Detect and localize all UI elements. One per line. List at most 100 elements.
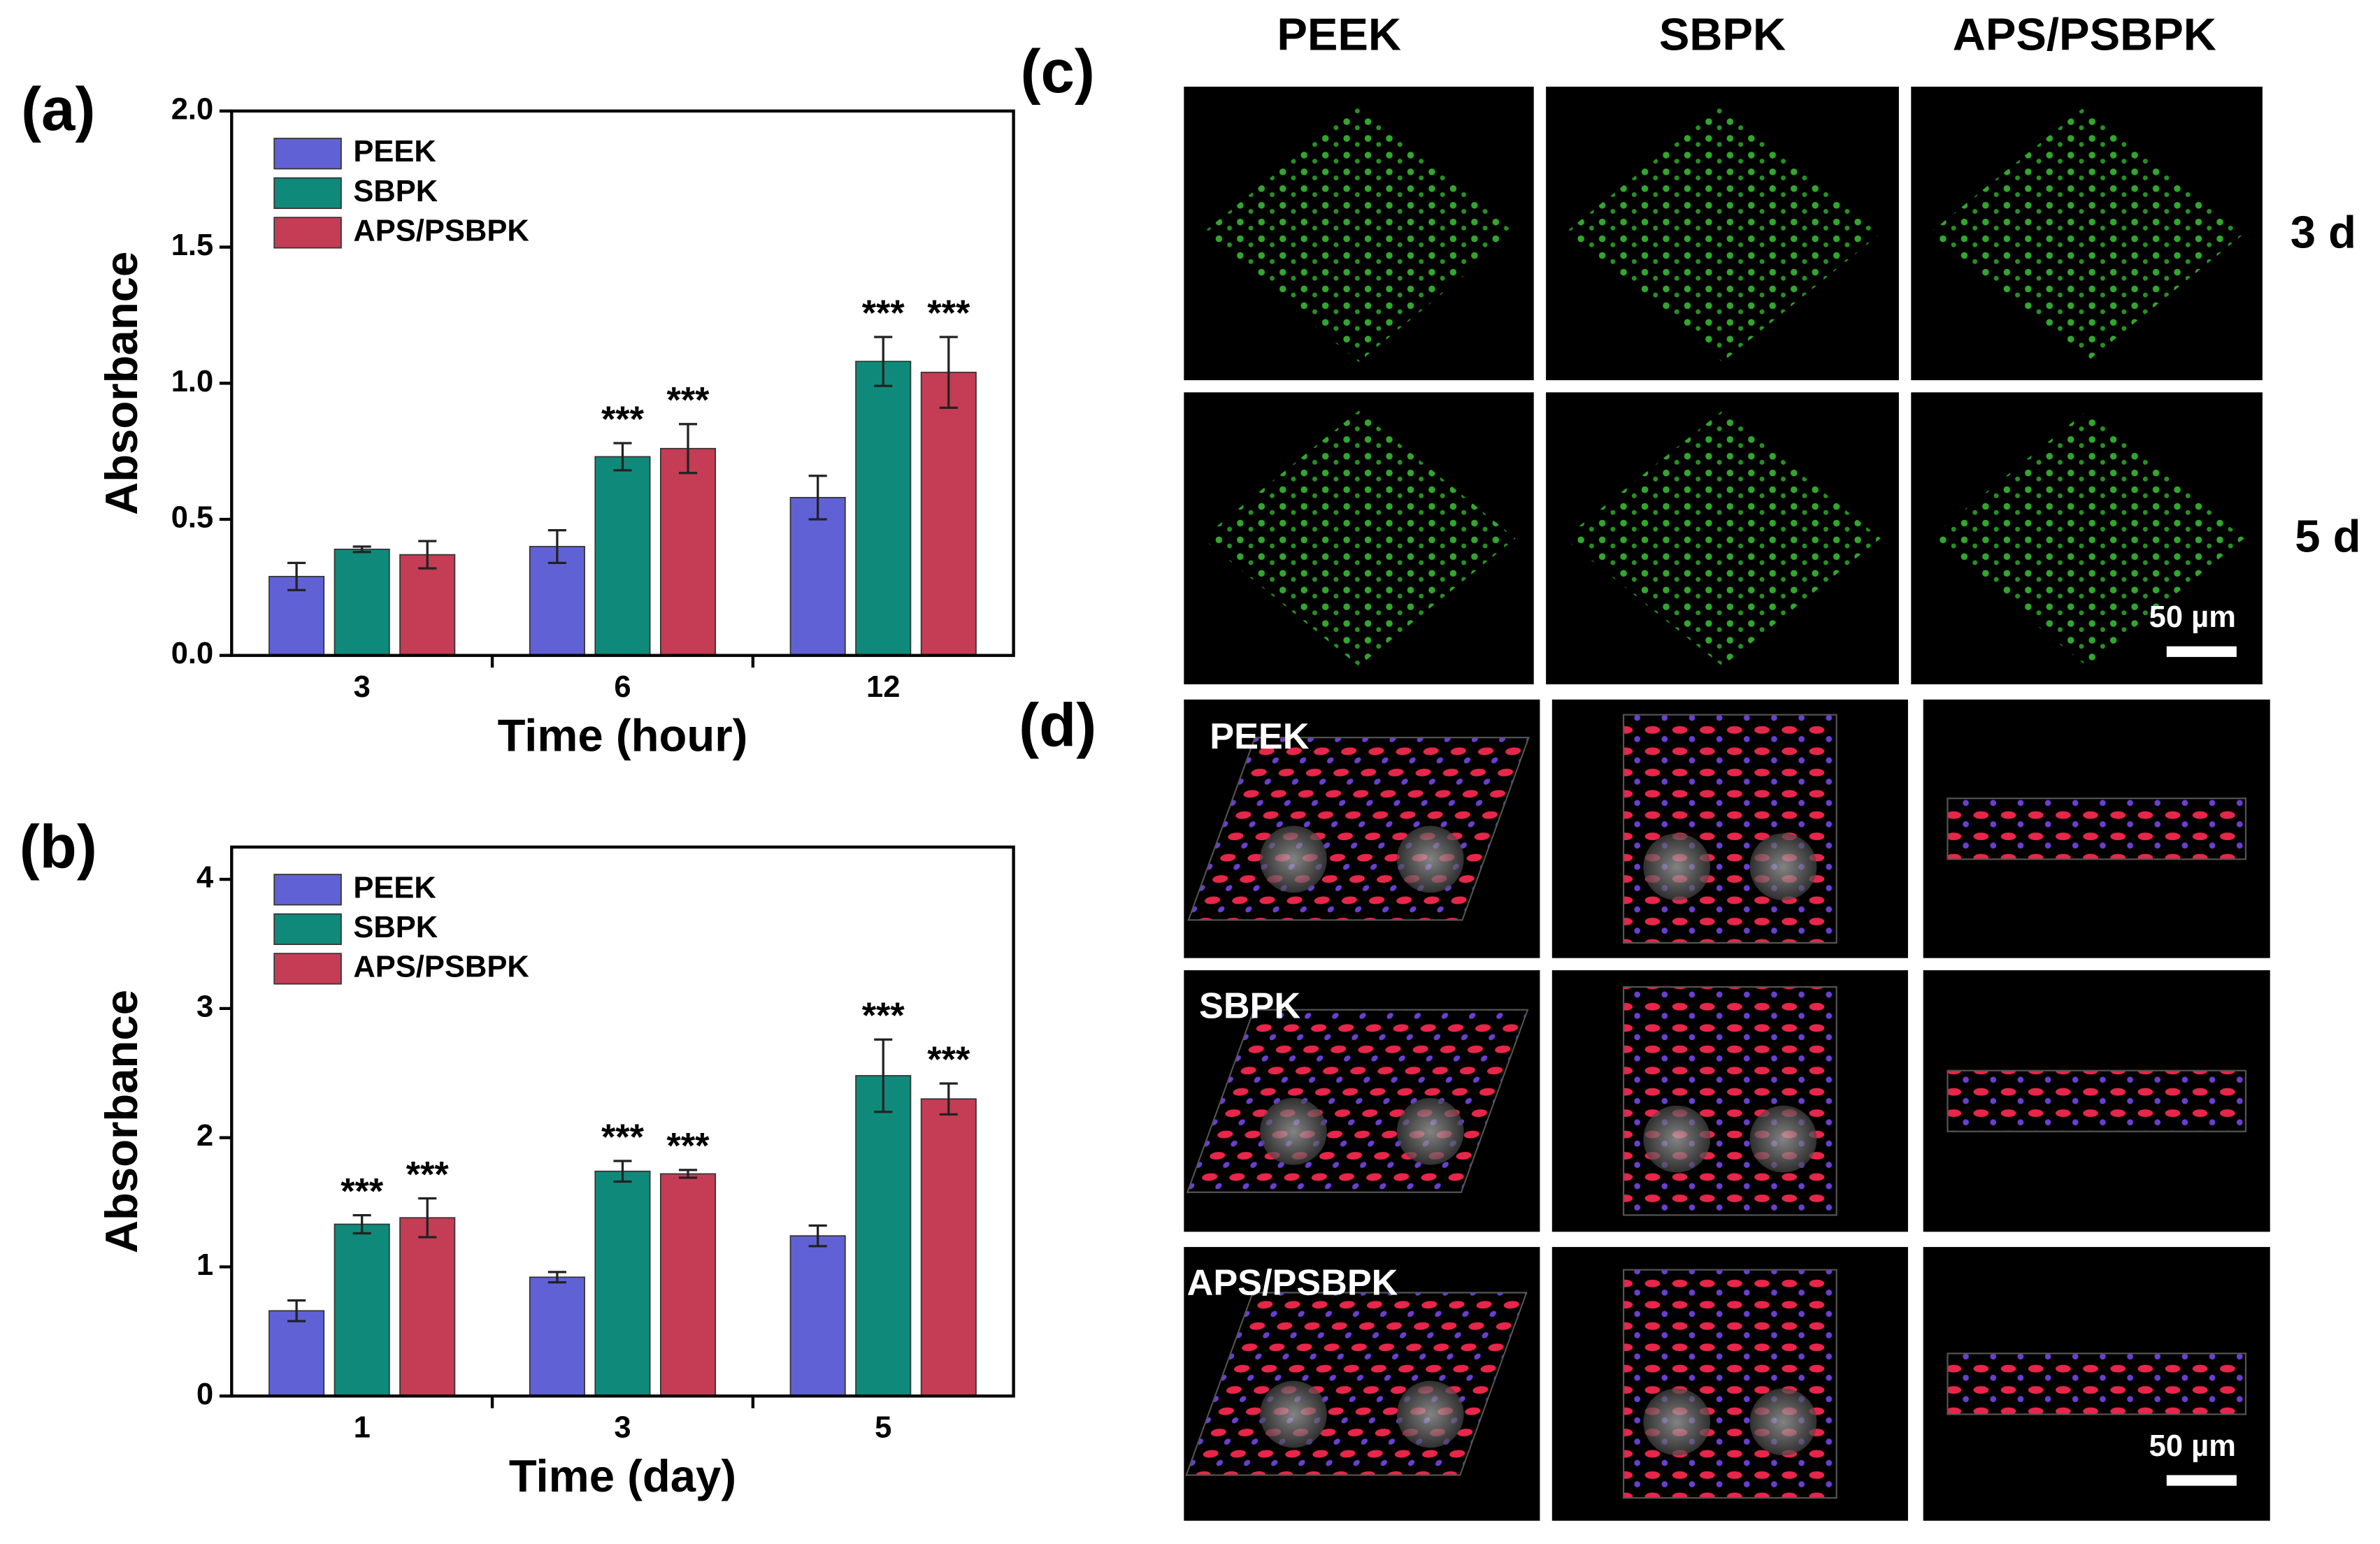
scaffold <box>1643 833 1711 901</box>
error-bar <box>808 1224 827 1248</box>
scale-bar-label: 50 µm <box>2149 1429 2236 1463</box>
legend-swatch <box>273 177 342 209</box>
error-bar <box>418 1197 437 1239</box>
y-tick-label: 2 <box>196 1119 213 1153</box>
x-tick-label: 6 <box>614 670 631 704</box>
significance: *** <box>406 1155 450 1195</box>
legend-swatch <box>273 874 342 906</box>
scaffold <box>1643 1388 1711 1456</box>
scaffold <box>1396 1380 1464 1448</box>
micrographs <box>1184 87 2270 1521</box>
bar <box>659 447 717 656</box>
bar <box>594 456 651 656</box>
legend-swatch <box>273 138 342 170</box>
panel-label: (d) <box>1019 691 1096 759</box>
scaffold <box>1749 1105 1817 1173</box>
y-tick-label: 2.0 <box>171 92 213 126</box>
x-tick-label: 1 <box>354 1411 371 1445</box>
panel-label: (a) <box>21 75 95 143</box>
cell-stain <box>1202 410 1516 666</box>
x-axis-label: Time (day) <box>509 1450 736 1501</box>
bar <box>594 1170 651 1397</box>
y-axis-label: Absorbance <box>96 990 147 1253</box>
row-label: SBPK <box>1199 986 1300 1026</box>
error-bar <box>874 1038 893 1113</box>
bar <box>529 1276 585 1397</box>
legend-label: APS/PSBPK <box>353 950 529 983</box>
significance: *** <box>667 1126 710 1167</box>
significance: *** <box>667 380 710 421</box>
bar <box>334 1223 390 1397</box>
cell-stain <box>1564 410 1881 666</box>
legend-swatch <box>273 913 342 945</box>
bar <box>855 361 912 656</box>
significance: *** <box>601 1117 645 1157</box>
scaffold <box>1260 1097 1327 1165</box>
y-tick-label: 4 <box>196 861 213 895</box>
error-bar <box>939 336 958 409</box>
error-bar <box>418 540 437 570</box>
x-tick-label: 12 <box>866 670 900 704</box>
cell-stain <box>1564 105 1881 362</box>
cell-stain <box>1947 1352 2247 1415</box>
scale-bar <box>2166 646 2237 657</box>
cell-stain <box>1622 714 1837 944</box>
scaffold <box>1749 1388 1817 1456</box>
legend-swatch <box>273 217 342 249</box>
bar <box>268 1310 325 1397</box>
legend-label: APS/PSBPK <box>353 214 529 247</box>
bar <box>920 1098 977 1397</box>
legend-label: SBPK <box>353 911 438 944</box>
scaffold <box>1260 1380 1327 1448</box>
bar <box>529 546 585 656</box>
panel-label: (c) <box>1021 38 1095 106</box>
plot-frame <box>230 845 1015 1398</box>
row-label: 5 d <box>2295 511 2360 562</box>
x-tick-label: 3 <box>354 670 371 704</box>
scale-bar-label: 50 µm <box>2149 600 2236 634</box>
significance: *** <box>601 399 645 440</box>
legend-swatch <box>273 953 342 985</box>
column-header: PEEK <box>1277 9 1401 60</box>
error-bar <box>287 561 306 591</box>
bar <box>789 1235 846 1397</box>
bar <box>334 548 390 656</box>
x-tick-label: 5 <box>875 1411 891 1445</box>
column-header: SBPK <box>1659 9 1786 60</box>
scaffold <box>1643 1105 1711 1173</box>
row-label: PEEK <box>1210 716 1309 757</box>
y-tick-label: 1 <box>196 1248 213 1282</box>
scaffold <box>1749 833 1817 901</box>
legend-label: SBPK <box>353 175 438 208</box>
error-bar <box>678 423 698 475</box>
scaffold <box>1396 1097 1464 1165</box>
bar <box>789 496 846 656</box>
significance: *** <box>927 1039 970 1080</box>
cell-stain <box>1947 798 2247 860</box>
legend-label: PEEK <box>353 871 436 904</box>
y-tick-label: 1.0 <box>171 365 213 398</box>
y-tick-label: 0.5 <box>171 501 213 535</box>
significance: *** <box>862 996 905 1037</box>
scale-bar <box>2166 1475 2237 1486</box>
row-label: APS/PSBPK <box>1187 1262 1398 1303</box>
scaffold <box>1396 825 1464 893</box>
error-bar <box>352 545 371 554</box>
bar <box>659 1173 717 1397</box>
error-bar <box>352 1213 371 1235</box>
cell-stain <box>1947 1069 2247 1132</box>
plot-frame <box>230 109 1015 657</box>
error-bar <box>613 1160 632 1183</box>
y-tick-label: 0 <box>196 1378 213 1411</box>
column-header: APS/PSBPK <box>1953 9 2216 60</box>
cell-stain <box>1929 410 2244 666</box>
significance: *** <box>927 293 970 333</box>
y-tick-label: 3 <box>196 990 213 1023</box>
bar <box>399 1217 456 1397</box>
error-bar <box>939 1082 958 1116</box>
error-bar <box>287 1299 306 1322</box>
error-bar <box>678 1169 698 1179</box>
significance: *** <box>862 293 905 333</box>
cell-stain <box>1202 105 1516 362</box>
